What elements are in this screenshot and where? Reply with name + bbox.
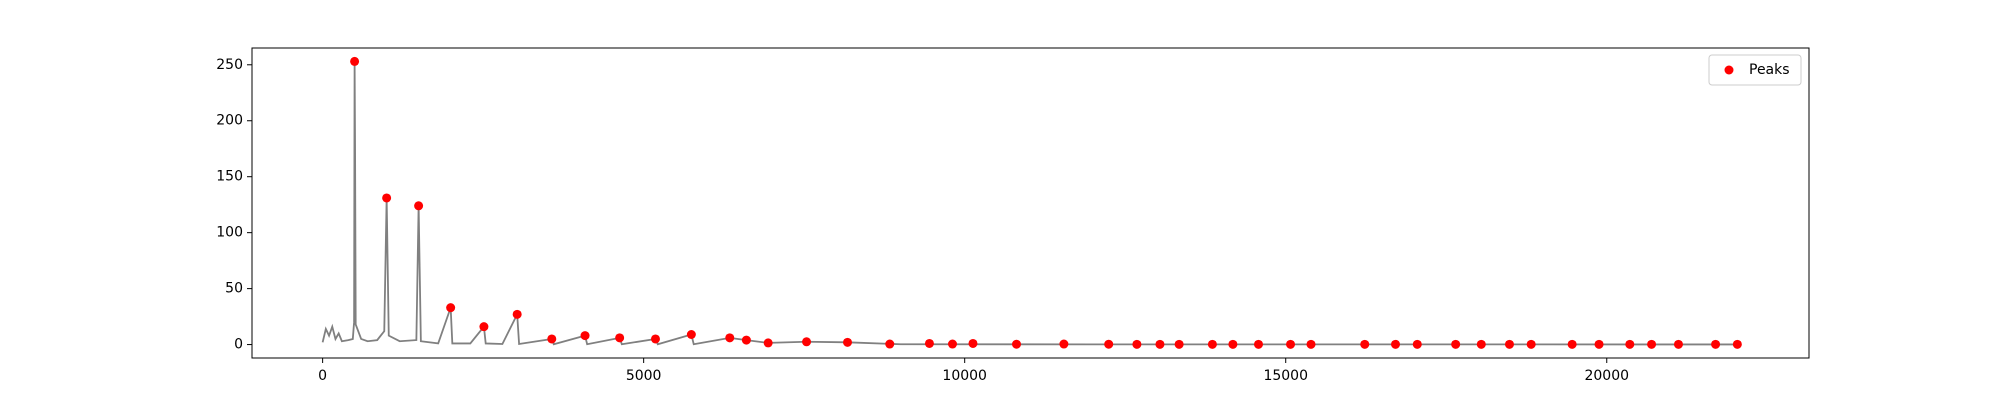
peak-point bbox=[1306, 339, 1316, 349]
peak-point bbox=[763, 338, 773, 348]
peak-point bbox=[1012, 339, 1022, 349]
y-tick-label: 0 bbox=[234, 337, 243, 353]
peak-point bbox=[580, 331, 590, 341]
peak-point bbox=[1286, 339, 1296, 349]
peak-point bbox=[650, 334, 660, 344]
peak-point bbox=[1647, 339, 1657, 349]
y-tick-label: 150 bbox=[216, 169, 243, 185]
y-tick-label: 250 bbox=[216, 57, 243, 73]
peak-point bbox=[1732, 339, 1742, 349]
y-tick-label: 200 bbox=[216, 113, 243, 129]
peak-point bbox=[686, 329, 696, 339]
peak-point bbox=[968, 338, 978, 348]
peak-point bbox=[1412, 339, 1422, 349]
peak-point bbox=[802, 337, 812, 347]
peak-point bbox=[885, 339, 895, 349]
peak-point bbox=[924, 338, 934, 348]
peak-point bbox=[741, 335, 751, 345]
peak-point bbox=[1594, 339, 1604, 349]
peak-point bbox=[1711, 339, 1721, 349]
peak-point bbox=[947, 339, 957, 349]
peak-point bbox=[1526, 339, 1536, 349]
peak-point bbox=[843, 337, 853, 347]
y-tick-label: 100 bbox=[216, 225, 243, 241]
peak-point bbox=[1476, 339, 1486, 349]
peak-point bbox=[1228, 339, 1238, 349]
peak-point bbox=[414, 201, 424, 211]
peak-point bbox=[1104, 339, 1114, 349]
x-tick-label: 10000 bbox=[942, 368, 987, 384]
peak-point bbox=[1174, 339, 1184, 349]
x-tick-label: 0 bbox=[318, 368, 327, 384]
plot-frame bbox=[251, 47, 1810, 359]
y-tick-label: 50 bbox=[225, 281, 243, 297]
peak-point bbox=[1132, 339, 1142, 349]
peak-point bbox=[1673, 339, 1683, 349]
peak-point bbox=[1625, 339, 1635, 349]
peak-point bbox=[1253, 339, 1263, 349]
peak-point bbox=[350, 56, 360, 66]
peak-point bbox=[1451, 339, 1461, 349]
legend-marker bbox=[1724, 65, 1734, 75]
peak-point bbox=[446, 303, 456, 313]
peak-point bbox=[547, 334, 557, 344]
x-tick-label: 15000 bbox=[1263, 368, 1308, 384]
peak-point bbox=[512, 309, 522, 319]
peak-point bbox=[1207, 339, 1217, 349]
peak-point bbox=[479, 322, 489, 332]
peak-point bbox=[1360, 339, 1370, 349]
peak-point bbox=[382, 193, 392, 203]
peak-point bbox=[1155, 339, 1165, 349]
x-tick-label: 20000 bbox=[1584, 368, 1629, 384]
peak-point bbox=[1504, 339, 1514, 349]
legend-label: Peaks bbox=[1749, 62, 1790, 78]
peak-point bbox=[725, 333, 735, 343]
peak-point bbox=[615, 333, 625, 343]
peak-point bbox=[1059, 339, 1069, 349]
peak-point bbox=[1567, 339, 1577, 349]
spectrum-line bbox=[321, 61, 1739, 346]
legend-box bbox=[1708, 54, 1802, 86]
peak-point bbox=[1391, 339, 1401, 349]
x-tick-label: 5000 bbox=[626, 368, 662, 384]
